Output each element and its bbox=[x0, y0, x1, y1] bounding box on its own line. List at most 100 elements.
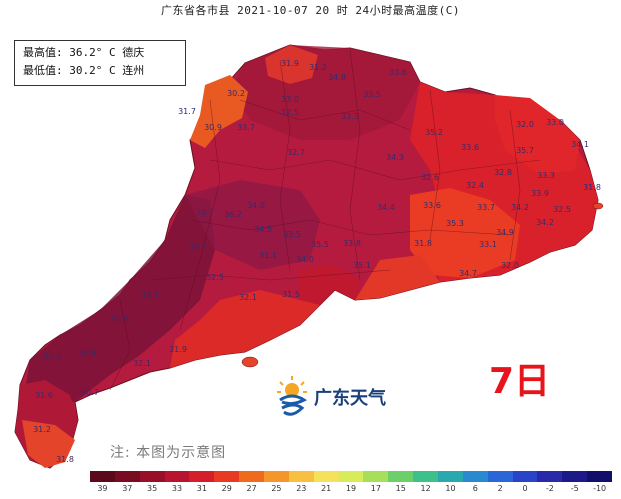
map-value-label: 33.7 bbox=[477, 203, 495, 212]
legend-swatch bbox=[114, 471, 140, 482]
legend-swatch bbox=[487, 471, 513, 482]
region-pearl-delta bbox=[300, 265, 360, 305]
legend-tick: 23 bbox=[296, 484, 307, 493]
map-value-label: 35.7 bbox=[516, 146, 534, 155]
map-value-label: 34.0 bbox=[247, 201, 265, 210]
legend-swatch bbox=[214, 471, 240, 482]
region-zhanjiang-south bbox=[22, 420, 75, 468]
legend-swatch bbox=[363, 471, 389, 482]
legend-tick: 25 bbox=[271, 484, 282, 493]
region-central-purple bbox=[185, 180, 320, 270]
map-value-label: 31.8 bbox=[583, 183, 601, 192]
legend-tick: 39 bbox=[97, 484, 108, 493]
map-value-label: 34.2 bbox=[511, 203, 529, 212]
legend-swatch bbox=[189, 471, 215, 482]
map-value-label: 33.6 bbox=[461, 143, 479, 152]
map-value-label: 30.2 bbox=[227, 89, 245, 98]
map-value-label: 32.1 bbox=[239, 293, 257, 302]
county-borders bbox=[109, 49, 541, 391]
map-value-label: 33.0 bbox=[281, 95, 299, 104]
map-value-label: 34.1 bbox=[141, 291, 159, 300]
legend-tick: 17 bbox=[370, 484, 381, 493]
map-title: 广东省各市县 2021-10-07 20 时 24小时最高温度(C) bbox=[160, 4, 461, 17]
map-value-label: 34.0 bbox=[296, 255, 314, 264]
map-value-label: 32.0 bbox=[501, 261, 519, 270]
map-value-label: 34.4 bbox=[377, 203, 395, 212]
map-value-label: 33.3 bbox=[537, 171, 555, 180]
day-label: 7日 bbox=[489, 361, 551, 402]
logo-text: 广东天气 bbox=[314, 388, 386, 409]
map-value-label: 34.8 bbox=[328, 73, 346, 82]
legend-tick: 33 bbox=[171, 484, 183, 493]
region-shanwei bbox=[355, 255, 440, 300]
legend-swatch bbox=[537, 471, 563, 482]
map-value-label: 33.9 bbox=[531, 189, 549, 198]
map-value-label: 35.3 bbox=[446, 219, 464, 228]
legend-tick: 10 bbox=[445, 484, 456, 493]
legend-swatch bbox=[413, 471, 439, 482]
map-value-label: 31.2 bbox=[33, 425, 51, 434]
map-value-label: 35.2 bbox=[425, 128, 443, 137]
map-value-label: 32.7 bbox=[287, 148, 305, 157]
map-value-label: 35.1 bbox=[353, 261, 371, 270]
legend-swatch bbox=[164, 471, 190, 482]
region-northwest-orange bbox=[190, 75, 248, 148]
legend-tick: -2 bbox=[545, 484, 554, 493]
map-value-label: 31.8 bbox=[56, 455, 74, 464]
map-value-label: 33.0 bbox=[546, 118, 564, 127]
guangdong-weather-logo: 广东天气 bbox=[272, 372, 412, 420]
map-value-label: 34.1 bbox=[571, 140, 589, 149]
region-shaoguan-north bbox=[265, 45, 318, 84]
map-value-label: 33.6 bbox=[389, 68, 407, 77]
map-value-label: 32.8 bbox=[494, 168, 512, 177]
legend-tick: 15 bbox=[395, 484, 406, 493]
legend-tick: -5 bbox=[570, 484, 579, 493]
map-value-label: 31.6 bbox=[35, 391, 53, 400]
legend-tick: 37 bbox=[122, 484, 133, 493]
legend-swatch bbox=[239, 471, 265, 482]
legend-swatch bbox=[562, 471, 588, 482]
legend-tick: 6 bbox=[472, 484, 478, 493]
legend-swatch bbox=[438, 471, 463, 482]
map-value-label: 34.5 bbox=[254, 225, 272, 234]
map-value-label: 32.6 bbox=[421, 173, 439, 182]
region-east-orange bbox=[410, 188, 520, 278]
legend-tick: 0 bbox=[522, 484, 528, 493]
legend-tick: 21 bbox=[321, 484, 332, 493]
legend-tick: 12 bbox=[420, 484, 431, 493]
map-value-label: 33.7 bbox=[237, 123, 255, 132]
region-south-coast bbox=[170, 290, 320, 368]
map-value-label: 32.1 bbox=[133, 359, 151, 368]
legend-swatch bbox=[264, 471, 289, 482]
map-value-label: 33.1 bbox=[479, 240, 497, 249]
map-value-label: 31.5 bbox=[282, 290, 300, 299]
map-value-label: 32.5 bbox=[206, 273, 224, 282]
region-far-east bbox=[495, 95, 580, 175]
legend-swatch bbox=[139, 471, 165, 482]
legend-swatch bbox=[90, 471, 115, 482]
legend-swatch bbox=[512, 471, 538, 482]
map-value-label: 32.6 bbox=[111, 315, 129, 324]
disclaimer-note: 注: 本图为示意图 bbox=[110, 445, 227, 461]
legend-tick: 19 bbox=[345, 484, 357, 493]
legend-tick: 35 bbox=[147, 484, 158, 493]
stats-box: 最高值: 36.2° C 德庆 最低值: 30.2° C 连州 bbox=[14, 40, 186, 86]
map-value-label: 31.1 bbox=[259, 251, 277, 260]
map-value-label: 32.4 bbox=[466, 181, 484, 190]
legend-tick: 29 bbox=[221, 484, 232, 493]
map-value-label: 32.5 bbox=[553, 205, 571, 214]
legend-swatch bbox=[313, 471, 339, 482]
legend-swatch bbox=[388, 471, 414, 482]
map-value-label: 33.3 bbox=[341, 112, 359, 121]
map-value-label: 32.5 bbox=[281, 108, 299, 117]
legend-swatch bbox=[288, 471, 314, 482]
map-value-label: 35.5 bbox=[311, 240, 329, 249]
legend-tick: -10 bbox=[593, 484, 607, 493]
map-value-label: 34.7 bbox=[459, 269, 477, 278]
map-value-label: 34.9 bbox=[496, 228, 514, 237]
min-temp-line: 最低值: 30.2° C 连州 bbox=[23, 64, 145, 77]
island-shangchuan bbox=[241, 356, 259, 368]
legend-swatch bbox=[338, 471, 364, 482]
legend-tick: 31 bbox=[196, 484, 207, 493]
map-value-label: 34.2 bbox=[536, 218, 554, 227]
